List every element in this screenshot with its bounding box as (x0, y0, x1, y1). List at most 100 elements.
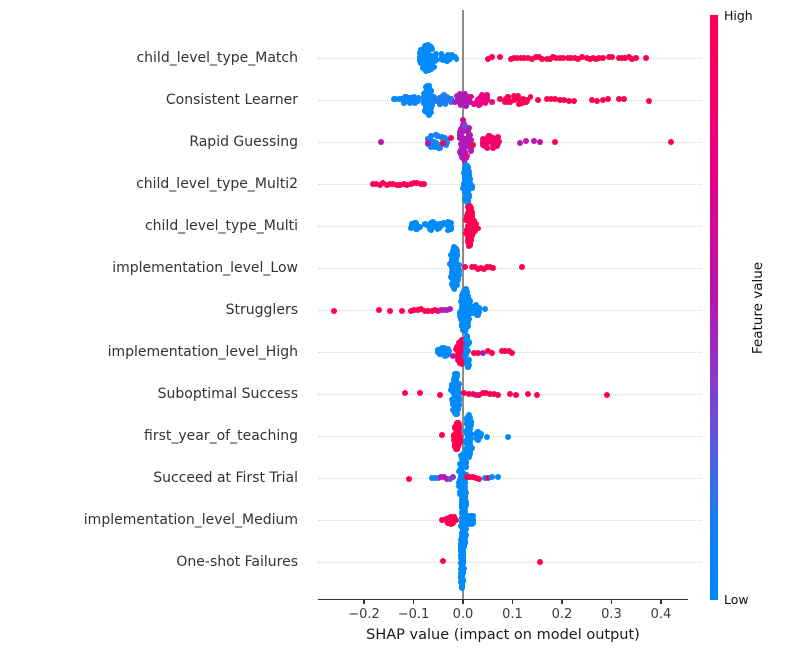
shap-point (509, 350, 515, 357)
shap-point (495, 134, 502, 141)
shap-point (397, 181, 404, 188)
shap-point (399, 96, 406, 103)
shap-point (428, 133, 435, 140)
shap-point (515, 101, 522, 107)
shap-point (524, 55, 531, 62)
shap-point (429, 46, 435, 53)
shap-point (530, 138, 537, 145)
shap-point (466, 453, 472, 460)
shap-point (430, 139, 437, 146)
shap-point (376, 181, 383, 188)
shap-point (454, 282, 461, 289)
shap-point (593, 98, 600, 105)
shap-point (461, 97, 468, 104)
shap-point (459, 584, 466, 591)
shap-point (567, 54, 574, 61)
shap-point (452, 99, 458, 105)
shap-point (552, 96, 559, 103)
shap-point (488, 474, 495, 481)
shap-point (413, 226, 420, 233)
x-tick-mark (561, 600, 563, 604)
shap-point (483, 390, 490, 397)
shap-point (497, 53, 504, 60)
shap-point (625, 53, 632, 60)
shap-point (556, 55, 563, 62)
shap-point (453, 56, 460, 63)
shap-point (518, 99, 525, 106)
shap-point (390, 180, 397, 187)
shap-point (643, 55, 650, 62)
shap-point (438, 516, 445, 523)
shap-point (412, 100, 418, 107)
shap-point (414, 307, 421, 314)
shap-point (416, 389, 423, 396)
feature-label: first_year_of_teaching (144, 428, 298, 444)
shap-point (425, 222, 432, 228)
shap-point (556, 96, 563, 103)
shap-point (407, 100, 413, 107)
feature-gridline (318, 184, 702, 185)
shap-point (464, 364, 471, 371)
colorbar-low-label: Low (724, 592, 749, 607)
feature-gridline (318, 142, 702, 143)
shap-point (428, 88, 435, 94)
shap-point (424, 58, 431, 65)
shap-point (420, 100, 427, 106)
shap-point (523, 99, 529, 106)
shap-point (533, 391, 540, 398)
shap-point (548, 96, 555, 103)
shap-point (469, 310, 475, 317)
shap-point (489, 265, 496, 272)
shap-point (447, 306, 454, 313)
x-tick-label: −0.2 (348, 607, 380, 622)
shap-point (393, 182, 400, 188)
shap-point (529, 55, 536, 62)
feature-label: Suboptimal Success (157, 386, 298, 402)
shap-point (463, 214, 470, 220)
shap-point (517, 55, 524, 62)
shap-point (494, 474, 501, 481)
shap-point (490, 390, 497, 397)
shap-point (467, 148, 474, 154)
shap-point (378, 138, 385, 145)
x-tick-mark (511, 600, 514, 604)
shap-point (536, 139, 543, 145)
shap-point (633, 54, 640, 61)
shap-point (331, 307, 338, 314)
shap-point (425, 139, 432, 146)
colorbar-high-label: High (724, 8, 753, 23)
shap-point (448, 99, 455, 106)
shap-point (539, 56, 546, 63)
shap-point (551, 138, 558, 145)
colorbar-axis-label: Feature value (750, 261, 766, 354)
feature-label: implementation_level_Medium (83, 512, 298, 528)
shap-point (535, 53, 542, 60)
shap-point (535, 97, 542, 103)
shap-point (468, 431, 475, 438)
feature-label: child_level_type_Multi (144, 218, 298, 234)
shap-point (460, 310, 467, 317)
shap-point (462, 264, 469, 271)
shap-point (474, 312, 481, 319)
shap-point (559, 55, 566, 62)
shap-point (450, 353, 457, 359)
shap-point (505, 348, 512, 355)
shap-point (477, 101, 484, 108)
shap-point (402, 390, 409, 397)
x-tick-label: 0.2 (551, 607, 573, 622)
shap-point (457, 316, 464, 323)
shap-point (443, 142, 450, 149)
shap-point (387, 307, 394, 314)
shap-point (408, 225, 414, 231)
shap-point (464, 99, 471, 106)
shap-point (431, 143, 438, 150)
shap-point (421, 95, 428, 102)
shap-point (431, 63, 438, 70)
shap-point (451, 286, 458, 292)
shap-point (465, 390, 472, 397)
shap-point (418, 60, 424, 67)
shap-point (472, 392, 479, 399)
shap-point (482, 99, 489, 106)
shap-point (439, 134, 446, 141)
